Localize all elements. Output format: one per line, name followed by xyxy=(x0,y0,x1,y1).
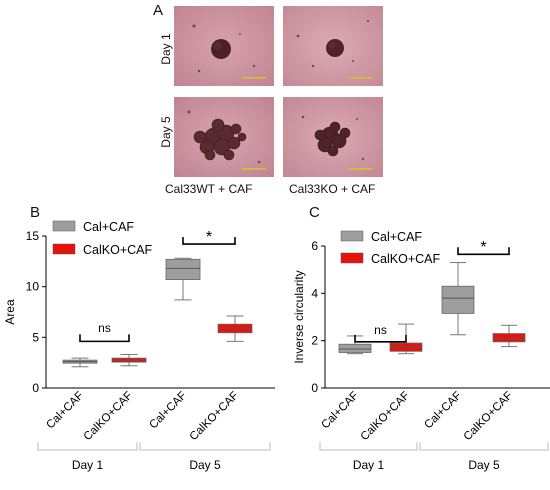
column-label-wt: Cal33WT + CAF xyxy=(165,182,253,196)
significance-bracket xyxy=(182,237,236,245)
micrograph-wt-day-5-image xyxy=(174,97,274,177)
x-tick-label: Cal+CAF xyxy=(319,390,361,432)
y-tick-label: 2 xyxy=(311,334,318,348)
column-label-ko: Cal33KO + CAF xyxy=(289,182,376,196)
legend-swatch xyxy=(340,230,364,242)
legend-entry: Cal+CAF xyxy=(371,230,422,244)
micrograph-wt-day-1 xyxy=(174,6,274,86)
x-tick-label: CalKO+CAF xyxy=(82,390,135,443)
significance-label: * xyxy=(480,239,486,256)
y-axis-label: Inverse circularity xyxy=(292,270,306,363)
group-label: Day 1 xyxy=(353,458,385,472)
significance-label: ns xyxy=(98,321,111,335)
x-tick-label: CalKO+CAF xyxy=(462,390,515,443)
y-tick-label: 0 xyxy=(32,381,39,395)
box-iqr xyxy=(441,285,475,314)
group-label: Day 5 xyxy=(468,458,500,472)
y-tick-label: 5 xyxy=(32,330,39,344)
y-axis-label: Area xyxy=(3,299,17,325)
y-tick-label: 0 xyxy=(311,381,318,395)
micrograph-ko-day-1 xyxy=(283,6,383,86)
group-bracket xyxy=(319,442,418,451)
box-iqr xyxy=(165,258,201,280)
significance-label: * xyxy=(206,229,212,246)
legend-entry: CalKO+CAF xyxy=(371,252,440,266)
legend-swatch xyxy=(52,243,76,255)
panel-a-letter: A xyxy=(153,2,164,19)
y-tick-label: 15 xyxy=(26,229,40,243)
x-tick-label: CalKO+CAF xyxy=(188,390,241,443)
significance-bracket xyxy=(79,334,130,343)
significance-label: ns xyxy=(374,323,387,337)
x-tick-label: Cal+CAF xyxy=(44,390,86,432)
significance-bracket xyxy=(354,334,407,343)
group-bracket xyxy=(37,442,138,451)
micrograph-ko-day-5-image xyxy=(283,97,383,177)
group-label: Day 5 xyxy=(189,458,221,472)
x-tick-label: CalKO+CAF xyxy=(359,390,412,443)
y-tick-label: 10 xyxy=(26,280,40,294)
y-tick-label: 4 xyxy=(311,286,318,300)
box-iqr xyxy=(338,343,372,353)
legend-entry: Cal+CAF xyxy=(83,220,134,234)
box-iqr xyxy=(492,333,526,343)
row-label-day-1: Day 1 xyxy=(159,33,173,65)
x-tick-label: Cal+CAF xyxy=(422,390,464,432)
panel-b-letter: B xyxy=(30,204,41,221)
y-tick-label: 6 xyxy=(311,239,318,253)
significance-bracket xyxy=(457,247,510,256)
group-bracket xyxy=(419,442,549,451)
micrograph-wt-day-5 xyxy=(174,97,274,177)
panel-c-letter: C xyxy=(309,204,320,221)
x-tick-label: Cal+CAF xyxy=(147,390,189,432)
row-label-day-5: Day 5 xyxy=(159,116,173,148)
legend-swatch xyxy=(52,220,76,232)
group-label: Day 1 xyxy=(72,458,104,472)
micrograph-ko-day-5 xyxy=(283,97,383,177)
box-iqr xyxy=(389,342,423,352)
legend-entry: CalKO+CAF xyxy=(83,243,152,257)
micrograph-wt-day-1-image xyxy=(174,6,274,86)
legend-swatch xyxy=(340,252,364,264)
group-bracket xyxy=(139,442,271,451)
micrograph-ko-day-1-image xyxy=(283,6,383,86)
area-boxplot-chart: 051015AreaCal+CAFCalKO+CAFns*Cal+CAFCalK… xyxy=(3,220,275,472)
